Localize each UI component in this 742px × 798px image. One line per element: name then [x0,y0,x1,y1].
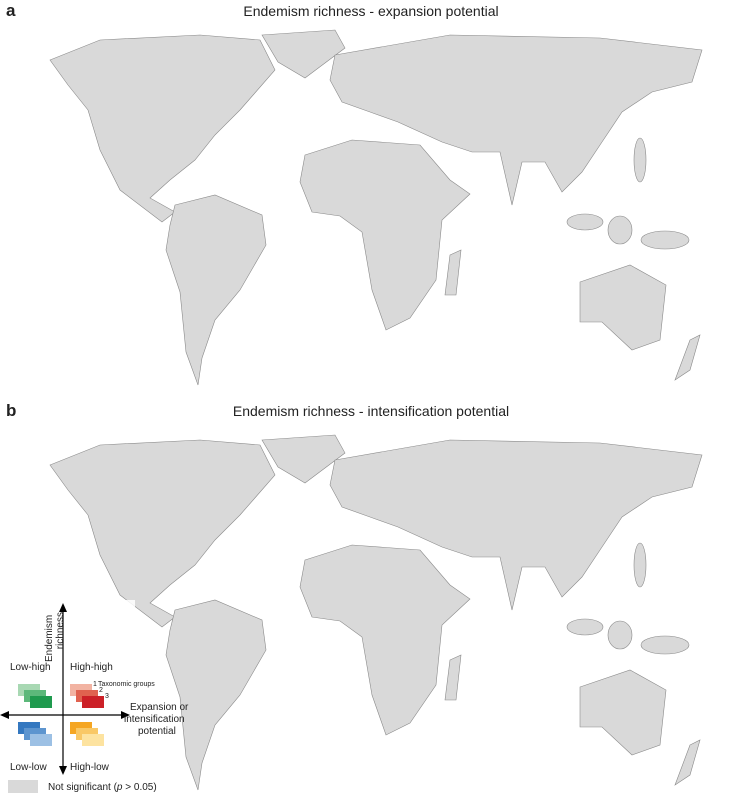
group-number: 3 [105,693,109,700]
group-title: Taxonomic groups [98,681,155,688]
not-significant-swatch [8,780,38,793]
world-map [49,29,703,386]
group-number: 2 [99,687,103,694]
axis-label-line: richness [55,612,66,649]
text-part: Not significant ( [48,782,118,793]
axis-label-line: Expansion or [130,702,189,713]
panel-a: a Endemism richness - expansion potentia… [6,1,703,386]
axis-label: Expansion or intensification potential [124,702,191,737]
axis-label-line: intensification [124,714,185,725]
panel-label: b [6,401,16,420]
world-map [49,434,703,791]
axis-label-line: potential [138,726,176,737]
panel-title: Endemism richness - intensification pote… [233,403,509,419]
quadrant-label: Low-low [10,762,47,773]
text-part: p [116,782,123,793]
panel-label: a [6,1,16,20]
quadrant-label: Low-high [10,662,51,673]
axis-label-line: Endemism [44,615,55,662]
panel-b: b Endemism richness - intensification po… [6,401,703,791]
axis-label: Endemism richness [44,612,66,662]
panel-title: Endemism richness - expansion potential [243,3,498,19]
legend: Endemism richness Low-high High-high Low… [0,600,191,793]
quadrant-label: High-low [70,762,110,773]
group-number: 1 [93,681,97,688]
quadrant-label: High-high [70,662,113,673]
not-significant-label: Not significant (p > 0.05) [48,782,157,793]
text-part: > 0.05) [122,782,156,793]
